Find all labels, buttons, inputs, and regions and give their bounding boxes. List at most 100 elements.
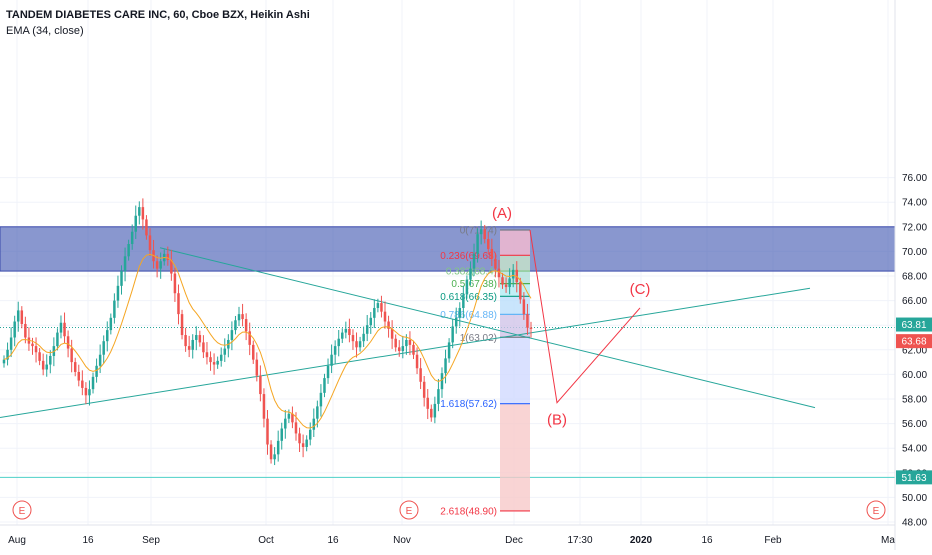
candle-body <box>387 321 390 329</box>
candle-body <box>166 253 170 261</box>
wave-label: (A) <box>492 205 512 222</box>
fib-band <box>500 296 530 315</box>
candle-body <box>490 248 494 259</box>
candle-body <box>134 215 137 232</box>
candle-body <box>269 444 273 460</box>
candle-body <box>138 207 141 216</box>
candle-body <box>451 326 454 343</box>
candle-body <box>237 314 241 321</box>
candle-body <box>454 317 458 327</box>
candle-body <box>487 239 490 249</box>
candle-body <box>84 387 88 396</box>
candle-body <box>529 327 533 329</box>
candle-body <box>284 418 287 429</box>
trendline-descending <box>159 247 816 409</box>
candle-body <box>223 348 227 355</box>
candle-body <box>66 336 70 349</box>
fib-band <box>500 271 530 284</box>
candle-body <box>287 413 291 419</box>
candle-body <box>298 433 301 444</box>
candle-body <box>483 229 486 240</box>
candle-body <box>494 258 497 269</box>
y-tick-label: 66.00 <box>902 296 927 307</box>
y-tick-label: 62.00 <box>902 345 927 356</box>
candle-body <box>81 380 84 388</box>
candle-body <box>415 354 419 369</box>
candle-body <box>394 338 397 348</box>
y-tick-label: 60.00 <box>902 370 927 381</box>
candle-body <box>398 347 401 352</box>
fib-band <box>500 337 530 404</box>
candle-body <box>212 362 216 365</box>
candle-body <box>447 342 451 359</box>
x-tick-label: 16 <box>701 535 713 546</box>
y-tick-label: 54.00 <box>902 444 927 455</box>
y-tick-label: 74.00 <box>902 198 927 209</box>
candle-body <box>412 344 415 355</box>
candle-body <box>422 381 426 398</box>
candle-body <box>326 365 330 379</box>
trendline-ascending <box>0 287 811 418</box>
candle-body <box>390 328 394 339</box>
event-marker <box>12 500 32 520</box>
candle-body <box>344 328 348 333</box>
price-label-box <box>896 334 932 349</box>
candle-body <box>341 332 344 339</box>
candle-body <box>2 359 6 364</box>
candle-body <box>426 397 429 409</box>
price-label-box <box>896 470 932 485</box>
x-tick-label: Feb <box>764 535 782 546</box>
candle-body <box>266 418 269 445</box>
x-tick-label: 17:30 <box>567 535 592 546</box>
candle-body <box>191 339 194 350</box>
candle-body <box>102 341 105 355</box>
candle-body <box>209 357 212 363</box>
price-label-box <box>896 317 932 332</box>
candle-body <box>444 358 447 374</box>
candle-body <box>6 349 9 360</box>
candle-body <box>276 440 280 455</box>
candle-body <box>234 320 237 331</box>
candle-body <box>369 317 373 326</box>
event-marker-label: E <box>873 506 880 517</box>
price-label: 51.63 <box>901 473 926 484</box>
x-tick-label: Sep <box>142 535 160 546</box>
candle-body <box>63 322 66 337</box>
candle-body <box>49 355 52 365</box>
candle-body <box>41 360 45 370</box>
candle-body <box>472 253 476 269</box>
candle-body <box>91 376 95 390</box>
candle-body <box>280 428 283 441</box>
event-marker-label: E <box>406 506 413 517</box>
candle-body <box>469 268 472 280</box>
candle-body <box>383 311 387 322</box>
fib-level-label: 0.5(67.38) <box>451 279 497 290</box>
x-tick-label: 16 <box>327 535 339 546</box>
x-tick-label: Ma <box>881 535 895 546</box>
ema-line <box>3 253 532 429</box>
candle-body <box>95 365 98 377</box>
x-tick-label: Oct <box>258 535 274 546</box>
candle-body <box>504 284 508 288</box>
fib-level-label: 2.618(48.90) <box>440 506 497 517</box>
wave-label: (C) <box>630 281 651 298</box>
candle-body <box>109 317 113 331</box>
candle-body <box>433 403 437 418</box>
x-tick-label: Aug <box>8 535 26 546</box>
candle-body <box>123 256 127 272</box>
candle-body <box>462 294 465 308</box>
fib-level-label: 1(63.02) <box>460 333 497 344</box>
candle-body <box>180 314 184 336</box>
candle-body <box>31 343 34 347</box>
candle-body <box>380 303 383 312</box>
candle-body <box>59 322 63 333</box>
y-tick-label: 76.00 <box>902 173 927 184</box>
candle-body <box>20 310 24 324</box>
candle-body <box>116 285 120 301</box>
candle-body <box>252 344 255 360</box>
candle-body <box>373 307 376 318</box>
price-label: 63.68 <box>901 337 926 348</box>
